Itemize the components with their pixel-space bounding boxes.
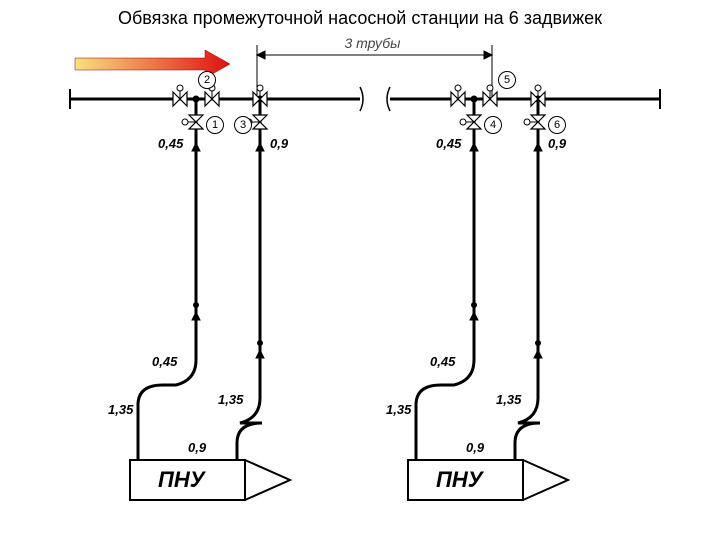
pipe-label: 0,45: [158, 136, 183, 151]
pipe-label: 1,35: [496, 392, 521, 407]
valve-number: 4: [484, 116, 502, 134]
diagram-canvas: [0, 0, 720, 540]
valve-number: 2: [198, 71, 216, 89]
pipe-label: 1,35: [108, 402, 133, 417]
valve-number: 5: [498, 71, 516, 89]
pipe-label: 0,9: [466, 440, 484, 455]
pipe-label: 0,9: [188, 440, 206, 455]
pipe-label: 1,35: [386, 402, 411, 417]
valve-number: 1: [206, 116, 224, 134]
pipe-label: 0,9: [270, 136, 288, 151]
pipe-label: 0,45: [430, 354, 455, 369]
pipe-label: 0,9: [548, 136, 566, 151]
pump-label: ПНУ: [436, 467, 483, 493]
pump-label: ПНУ: [158, 467, 205, 493]
pipe-label: 1,35: [218, 392, 243, 407]
pipe-label: 0,45: [152, 354, 177, 369]
pipe-label: 0,45: [436, 136, 461, 151]
valve-number: 3: [234, 116, 252, 134]
dim-label: 3 трубы: [345, 35, 401, 51]
valve-number: 6: [548, 116, 566, 134]
